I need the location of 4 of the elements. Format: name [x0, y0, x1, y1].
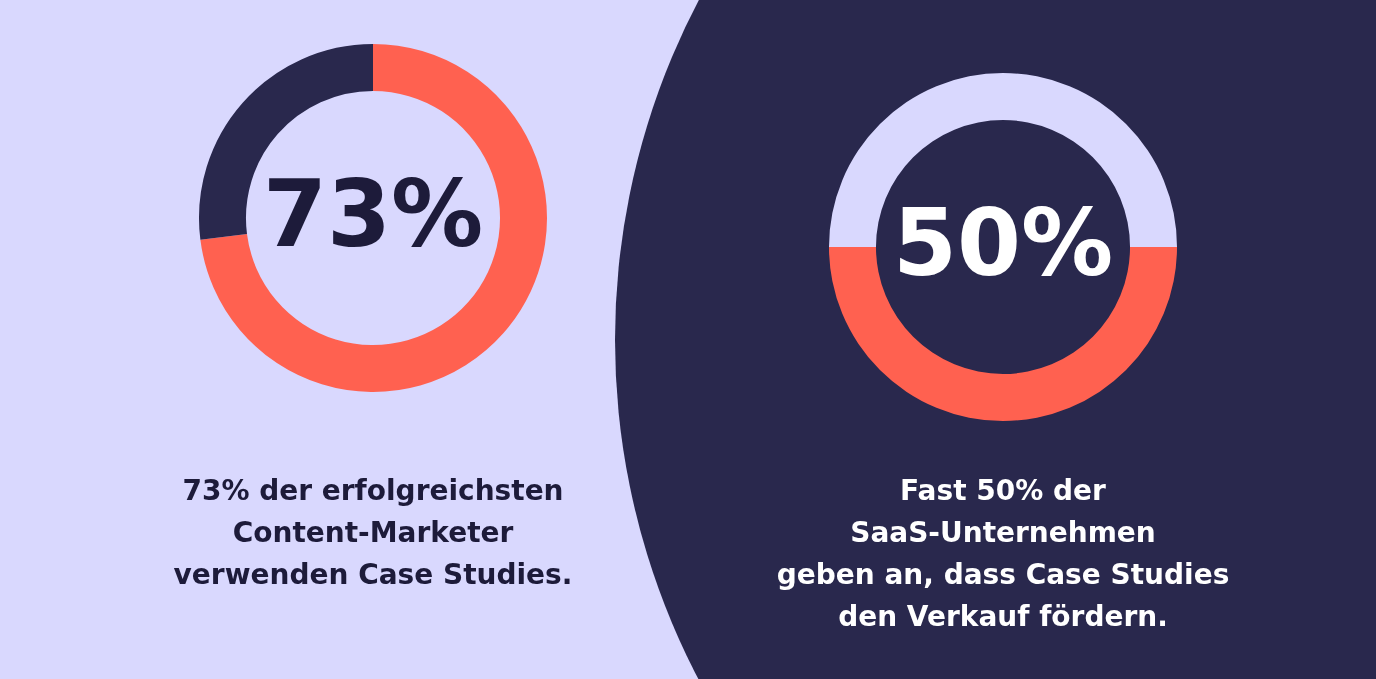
text: 73% der erfolgreichsten Content-Marketer verwenden Case Studies.: [172, 473, 574, 593]
text: 50%: [892, 189, 1114, 297]
text: 73%: [262, 160, 484, 268]
text: Fast 50% der SaaS-Unternehmen geben an, dass Case Studies den Verkauf fördern.: [775, 473, 1231, 635]
